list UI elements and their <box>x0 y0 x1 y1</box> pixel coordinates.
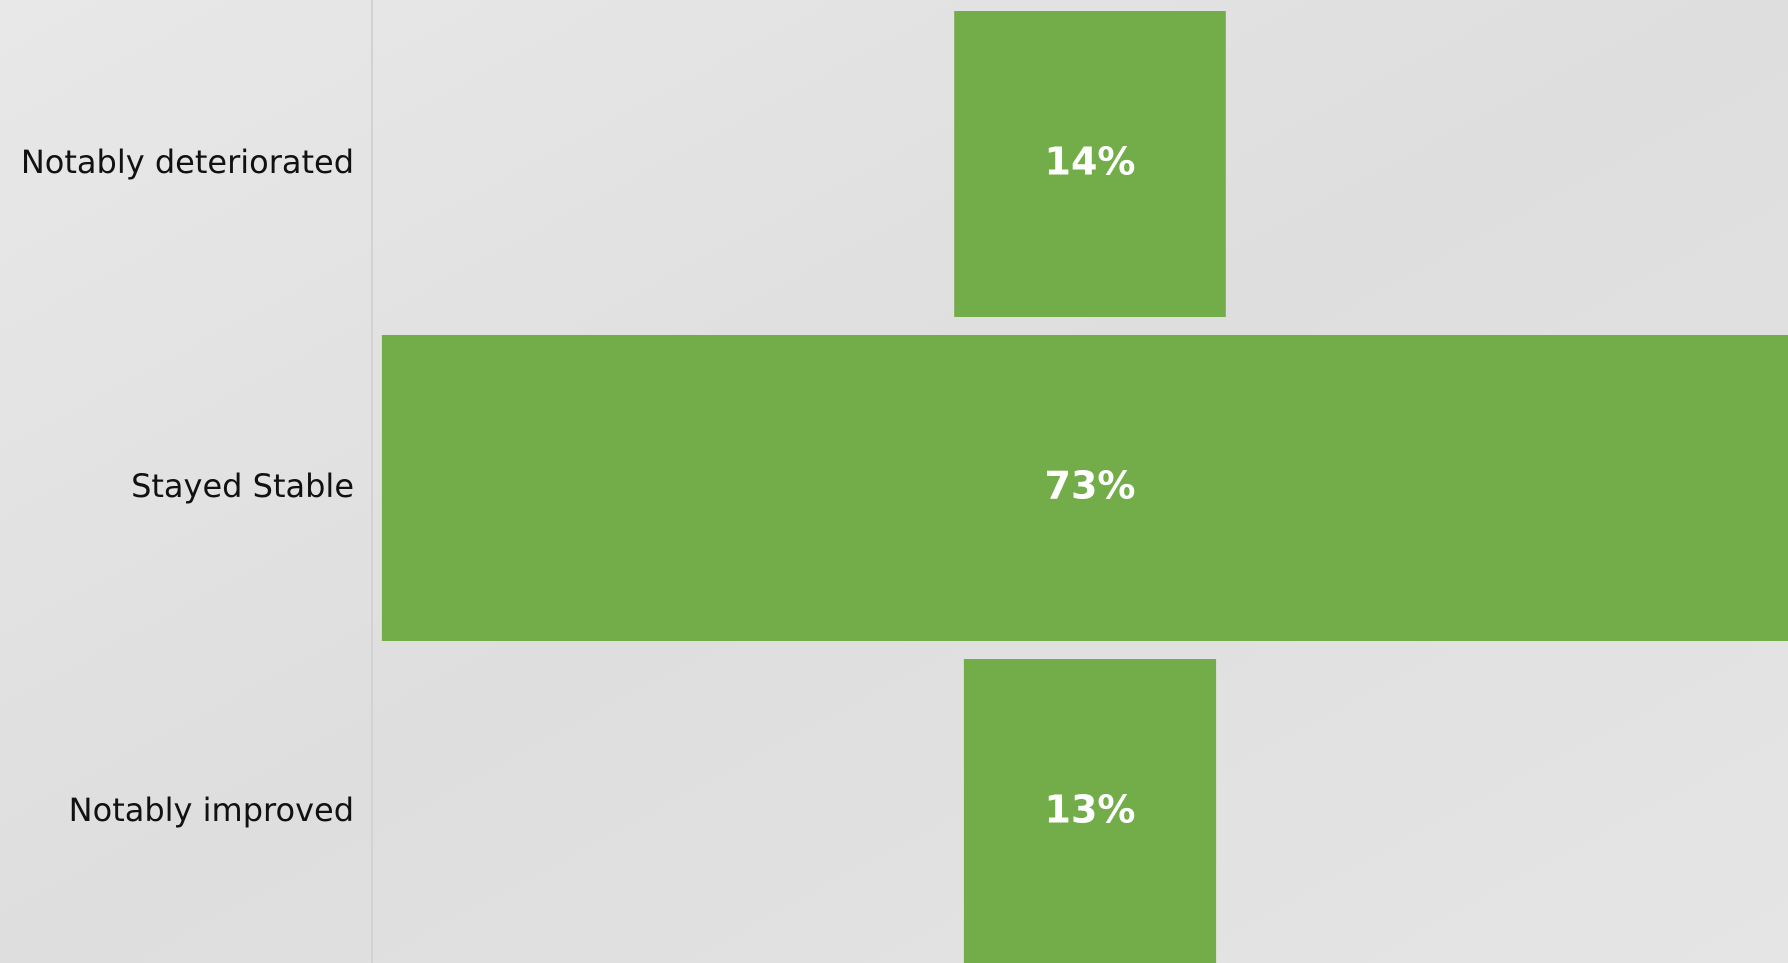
category-label: Stayed Stable <box>131 467 354 505</box>
bar <box>963 659 1217 963</box>
category-label: Notably deteriorated <box>21 143 354 181</box>
category-label: Notably improved <box>69 791 354 829</box>
bar <box>954 11 1226 317</box>
bar <box>381 335 1788 641</box>
value-label: 14% <box>1045 140 1136 184</box>
value-label: 13% <box>1045 788 1136 832</box>
value-label: 73% <box>1045 464 1136 508</box>
